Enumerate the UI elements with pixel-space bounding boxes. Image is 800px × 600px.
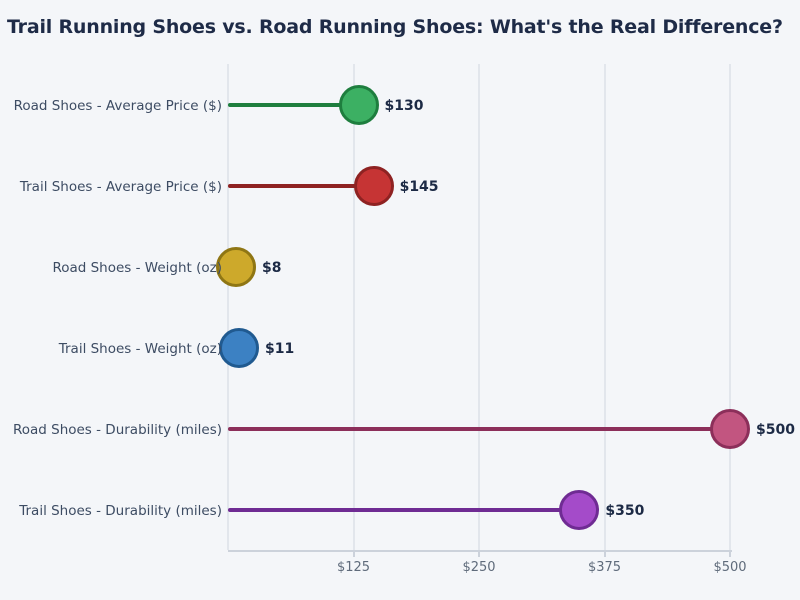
x-tick-label: $250 (462, 560, 496, 575)
plot-area: $130 $145 $8 $11 $500 $350 (216, 64, 795, 552)
value-label: $8 (262, 259, 282, 276)
x-tick-mark (729, 552, 731, 557)
lollipop-marker (219, 327, 260, 368)
x-tick-mark (352, 552, 355, 557)
x-tick-label: $125 (336, 560, 371, 575)
gridline-x-125 (352, 64, 355, 550)
lollipop-marker (559, 489, 600, 530)
value-label: $130 (384, 97, 424, 114)
gridline-x-375 (603, 64, 606, 550)
category-label: Road Shoes - Durability (miles) (12, 421, 222, 438)
value-label: $11 (265, 340, 295, 357)
category-label: Trail Shoes - Weight (oz) (58, 340, 222, 357)
lollipop-stem (228, 426, 730, 431)
lollipop-marker (353, 165, 394, 206)
lollipop-stem (228, 507, 580, 512)
category-label: Road Shoes - Weight (oz) (52, 259, 222, 276)
lollipop-marker (710, 408, 750, 449)
lollipop-stem (228, 183, 374, 188)
lollipop-marker (338, 84, 379, 125)
lollipop-stem (228, 102, 359, 107)
category-label: Trail Shoes - Durability (miles) (19, 502, 222, 519)
gridline-x-250 (478, 64, 480, 550)
value-label: $145 (399, 178, 439, 195)
value-label: $500 (756, 421, 795, 438)
category-label: Trail Shoes - Average Price ($) (19, 178, 222, 195)
chart-title: Trail Running Shoes vs. Road Running Sho… (7, 16, 783, 38)
x-tick-mark (603, 552, 606, 557)
lollipop-marker (216, 246, 257, 287)
x-tick-label: $375 (587, 560, 622, 575)
category-label: Road Shoes - Average Price ($) (13, 97, 222, 114)
gridline-x-500 (729, 64, 731, 550)
x-tick-mark (478, 552, 480, 557)
x-tick-label: $500 (713, 560, 747, 575)
value-label: $350 (605, 502, 645, 519)
gridline-x-0 (227, 64, 229, 550)
